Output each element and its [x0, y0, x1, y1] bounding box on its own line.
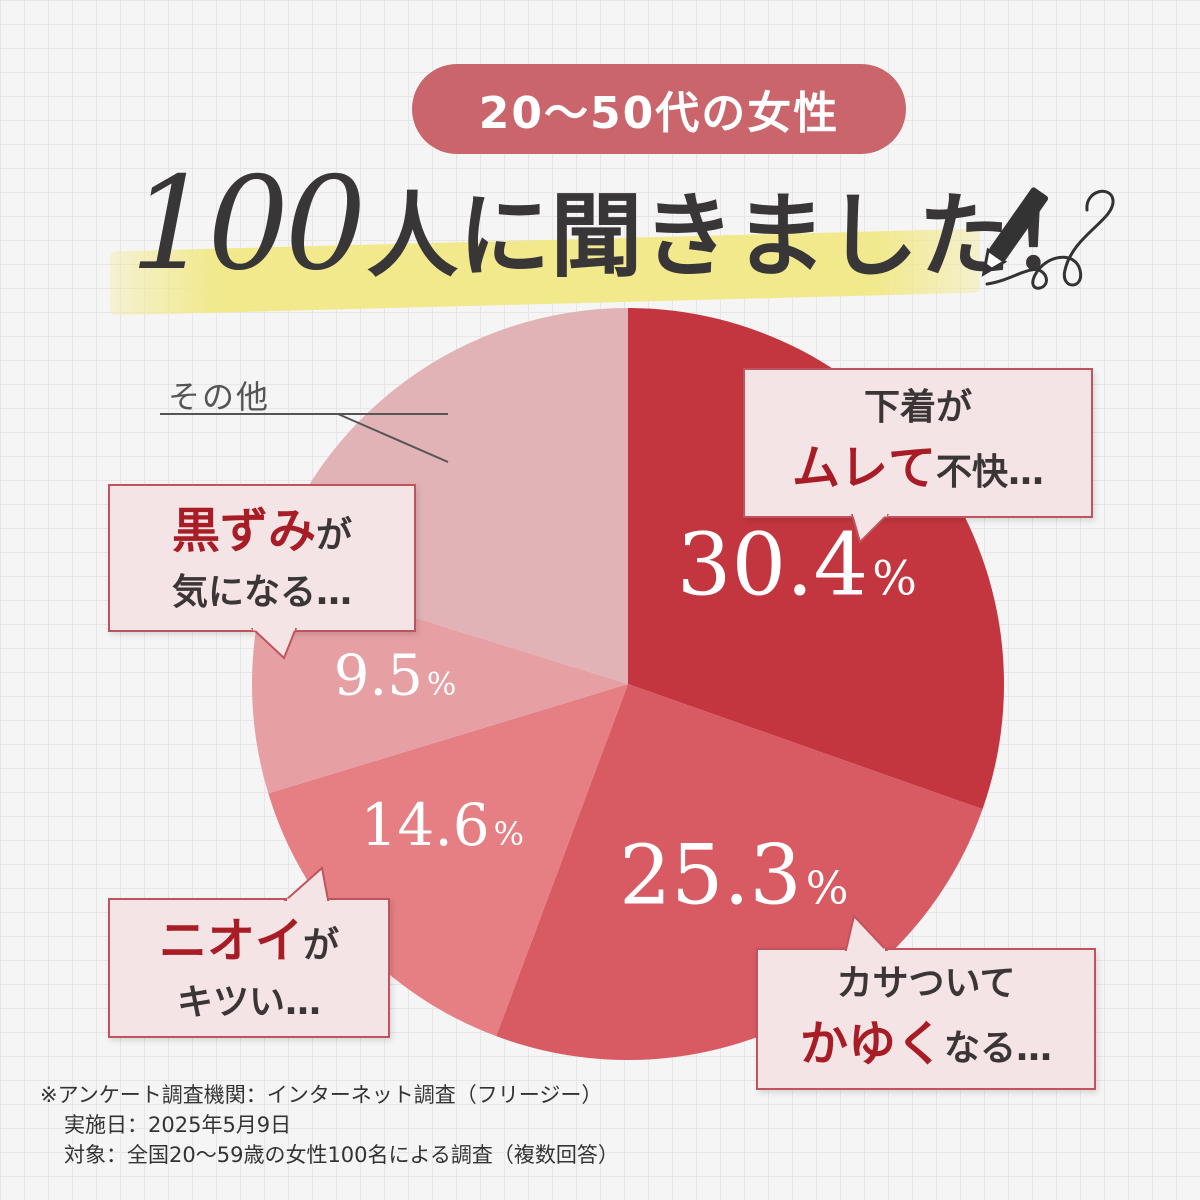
callout-nioi-tail — [283, 866, 330, 902]
callout-nioi: ニオイが キツい… — [108, 898, 390, 1038]
callout-kurozumi-tail — [250, 628, 298, 660]
pie-slice-label: 9.5% — [334, 644, 457, 709]
other-label: その他 — [168, 378, 271, 416]
footnote-line-3: 対象：全国20～59歳の女性100名による調査（複数回答） — [64, 1143, 619, 1167]
pie-slice-label: 25.3% — [619, 828, 848, 923]
callout-nioi-post2: キツい… — [176, 981, 321, 1023]
callout-kasa-tail — [844, 914, 889, 952]
footnote-line-2: 実施日：2025年5月9日 — [64, 1113, 292, 1137]
headline-text: 人に聞きました！ — [366, 183, 1103, 290]
callout-kasa-em: かゆく — [799, 1016, 944, 1073]
callout-mure-post: 不快… — [936, 452, 1045, 494]
callout-kasa-pre: カサついて — [836, 963, 1016, 1005]
callout-kurozumi-post2: 気になる… — [171, 571, 352, 613]
callout-mure-tail — [850, 514, 890, 544]
callout-kurozumi-em: 黒ずみ — [171, 503, 316, 560]
pie-slice — [268, 684, 628, 1037]
callout-mure-pre: 下着が — [863, 387, 972, 429]
target-badge-text: 20～50代の女性 — [478, 88, 840, 139]
footnote: ※アンケート調査機関：インターネット調査（フリージー） 実施日：2025年5月9… — [40, 1080, 619, 1170]
callout-kurozumi-post1: が — [316, 515, 353, 557]
pie-slice — [628, 308, 1004, 810]
callout-mure-em: ムレて — [791, 440, 936, 497]
callout-kasa-post: なる… — [944, 1028, 1053, 1070]
callout-nioi-em: ニオイ — [158, 913, 303, 970]
pie-slice-label: 14.6% — [361, 791, 525, 859]
pencil-icon — [981, 187, 1115, 290]
callout-nioi-post1: が — [303, 925, 340, 967]
headline: 100 人に聞きました！ — [130, 150, 1102, 299]
callout-mure: 下着が ムレて不快… — [743, 368, 1093, 518]
other-leader-line-diagonal — [337, 413, 449, 463]
footnote-line-1: ※アンケート調査機関：インターネット調査（フリージー） — [40, 1083, 603, 1107]
callout-kurozumi: 黒ずみが 気になる… — [108, 484, 416, 632]
pie-slice-label: 30.4% — [677, 516, 917, 616]
headline-number: 100 — [130, 150, 366, 299]
callout-kasa: カサついて かゆくなる… — [756, 948, 1096, 1090]
target-badge: 20～50代の女性 — [412, 64, 906, 154]
